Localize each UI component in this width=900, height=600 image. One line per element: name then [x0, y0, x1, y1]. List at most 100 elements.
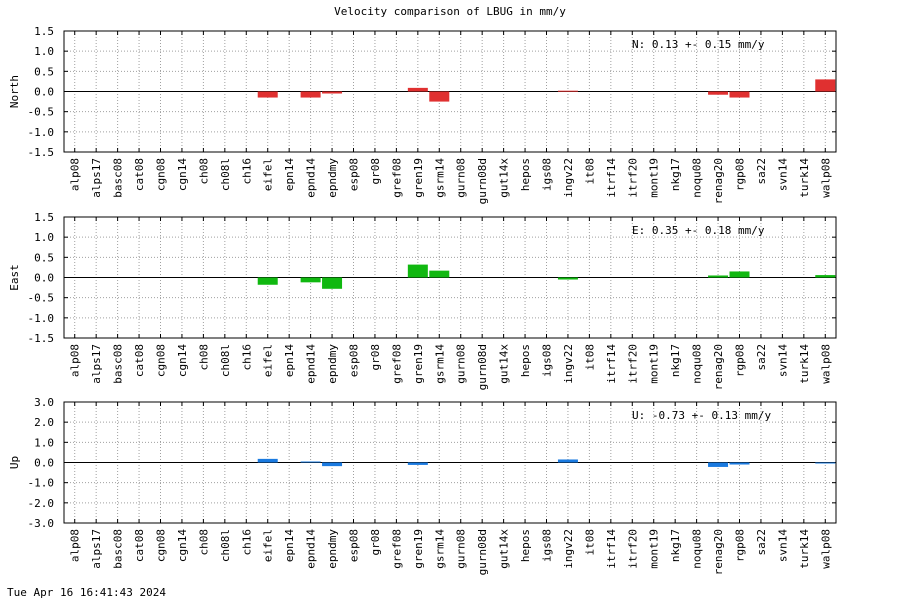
xtick-label-gren19: gren19	[412, 529, 425, 569]
xtick-label-eifel: eifel	[262, 529, 275, 562]
xtick-label-noqu08: noqu08	[691, 344, 704, 384]
bar-east-walp08	[815, 275, 836, 278]
plot-frame	[63, 401, 837, 524]
ytick-label: -1.5	[28, 146, 55, 159]
ytick-label: 1.0	[34, 436, 54, 449]
xtick-label-cgn08: cgn08	[155, 529, 168, 562]
xtick-label-ingv22: ingv22	[562, 344, 575, 384]
xtick-label-gurn08: gurn08	[455, 344, 468, 384]
bar-east-epnd14	[300, 277, 321, 283]
xtick-label-cgn14: cgn14	[176, 529, 189, 562]
plot-frame	[63, 30, 837, 153]
xtick-label-ingv22: ingv22	[562, 158, 575, 198]
xtick-label-gut14x: gut14x	[498, 158, 511, 198]
ytick-label: 1.5	[34, 25, 54, 38]
xtick-label-gurn08: gurn08	[455, 529, 468, 569]
xtick-label-turk14: turk14	[798, 158, 811, 198]
xtick-label-itrf14: itrf14	[605, 529, 618, 569]
xtick-label-renag20: renag20	[712, 529, 725, 575]
xtick-label-eifel: eifel	[262, 158, 275, 191]
xtick-label-igs08: igs08	[541, 529, 554, 562]
xtick-label-gref08: gref08	[390, 158, 403, 198]
ytick-label: 0.5	[34, 65, 54, 78]
ytick-label: -1.0	[28, 126, 55, 139]
xtick-label-cgn14: cgn14	[176, 158, 189, 191]
xtick-label-igs08: igs08	[541, 158, 554, 191]
plot-frame	[63, 216, 837, 339]
xtick-label-ch16: ch16	[240, 529, 253, 556]
panel-east: -1.5 -1.0 -0.5 0.0 0.5 1.0 1.5 East E: 0.35 +- 0…	[8, 211, 837, 390]
bar-east-eifel	[257, 277, 278, 285]
xtick-label-itrf20: itrf20	[626, 158, 639, 198]
xtick-label-ingv22: ingv22	[562, 529, 575, 569]
xtick-label-hepos: hepos	[519, 344, 532, 377]
chart-title: Velocity comparison of LBUG in mm/y	[334, 5, 566, 18]
stat-annotation: U: -0.73 +- 0.13 mm/y	[632, 409, 771, 422]
xtick-label-itrf20: itrf20	[626, 344, 639, 384]
xtick-label-ch08l: ch08l	[219, 158, 232, 191]
xtick-label-noqu08: noqu08	[691, 529, 704, 569]
xtick-label-svn14: svn14	[776, 158, 789, 191]
ytick-label: -0.5	[28, 292, 55, 305]
xtick-label-gurn08d: gurn08d	[476, 344, 489, 390]
xtick-label-rgp08: rgp08	[734, 158, 747, 191]
xtick-label-gr08: gr08	[369, 158, 382, 185]
ytick-label: -1.5	[28, 332, 55, 345]
ytick-label: 0.5	[34, 251, 54, 264]
bar-east-gsrm14	[429, 270, 450, 278]
y-axis-label: Up	[8, 456, 21, 469]
bar-east-rgp08	[729, 271, 750, 278]
xtick-label-sa22: sa22	[755, 344, 768, 371]
ytick-label: 0.0	[34, 86, 54, 99]
xtick-label-cgn08: cgn08	[155, 158, 168, 191]
bar-north-walp08	[815, 79, 836, 92]
xtick-label-alp08: alp08	[69, 158, 82, 191]
xtick-label-gurn08: gurn08	[455, 158, 468, 198]
xtick-label-basc08: basc08	[112, 529, 125, 569]
stat-annotation: N: 0.13 +- 0.15 mm/y	[632, 38, 765, 51]
xtick-label-rgp08: rgp08	[734, 344, 747, 377]
xtick-label-turk14: turk14	[798, 344, 811, 384]
y-axis-label: North	[8, 75, 21, 108]
xtick-label-ch08: ch08	[197, 344, 210, 371]
xtick-label-gurn08d: gurn08d	[476, 158, 489, 204]
ytick-label: 1.0	[34, 45, 54, 58]
xtick-label-cat08: cat08	[133, 344, 146, 377]
xtick-label-gsrm14: gsrm14	[433, 344, 446, 384]
bar-east-ingv22	[557, 277, 578, 280]
xtick-label-gut14x: gut14x	[498, 529, 511, 569]
xtick-label-renag20: renag20	[712, 344, 725, 390]
xtick-label-walp08: walp08	[819, 529, 832, 569]
xtick-label-hepos: hepos	[519, 158, 532, 191]
xtick-label-cat08: cat08	[133, 158, 146, 191]
ytick-label: 0.0	[34, 457, 54, 470]
xtick-label-epndmy: epndmy	[326, 529, 339, 569]
y-axis-label: East	[8, 264, 21, 291]
xtick-label-cat08: cat08	[133, 529, 146, 562]
xtick-label-epnd14: epnd14	[305, 529, 318, 569]
ytick-label: -0.5	[28, 106, 55, 119]
xtick-label-epndmy: epndmy	[326, 158, 339, 198]
xtick-label-ch08: ch08	[197, 158, 210, 185]
xtick-label-epn14: epn14	[283, 344, 296, 377]
ytick-label: -3.0	[28, 517, 55, 530]
ytick-label: 1.5	[34, 211, 54, 224]
ytick-label: 0.0	[34, 272, 54, 285]
bar-east-renag20	[708, 275, 729, 278]
bar-east-gren19	[407, 264, 428, 278]
ytick-label: -2.0	[28, 497, 55, 510]
xtick-label-gurn08d: gurn08d	[476, 529, 489, 575]
xtick-label-ch16: ch16	[240, 158, 253, 185]
xtick-label-ch08l: ch08l	[219, 344, 232, 377]
bar-north-renag20	[708, 91, 729, 95]
bar-north-eifel	[257, 91, 278, 98]
xtick-label-gren19: gren19	[412, 344, 425, 384]
stat-annotation: E: 0.35 +- 0.18 mm/y	[632, 224, 765, 237]
xtick-label-sa22: sa22	[755, 529, 768, 556]
xtick-label-cgn08: cgn08	[155, 344, 168, 377]
bar-up-gren19	[407, 462, 428, 465]
xtick-label-epnd14: epnd14	[305, 158, 318, 198]
xtick-label-basc08: basc08	[112, 344, 125, 384]
xtick-label-turk14: turk14	[798, 529, 811, 569]
xtick-label-mont19: mont19	[648, 344, 661, 384]
